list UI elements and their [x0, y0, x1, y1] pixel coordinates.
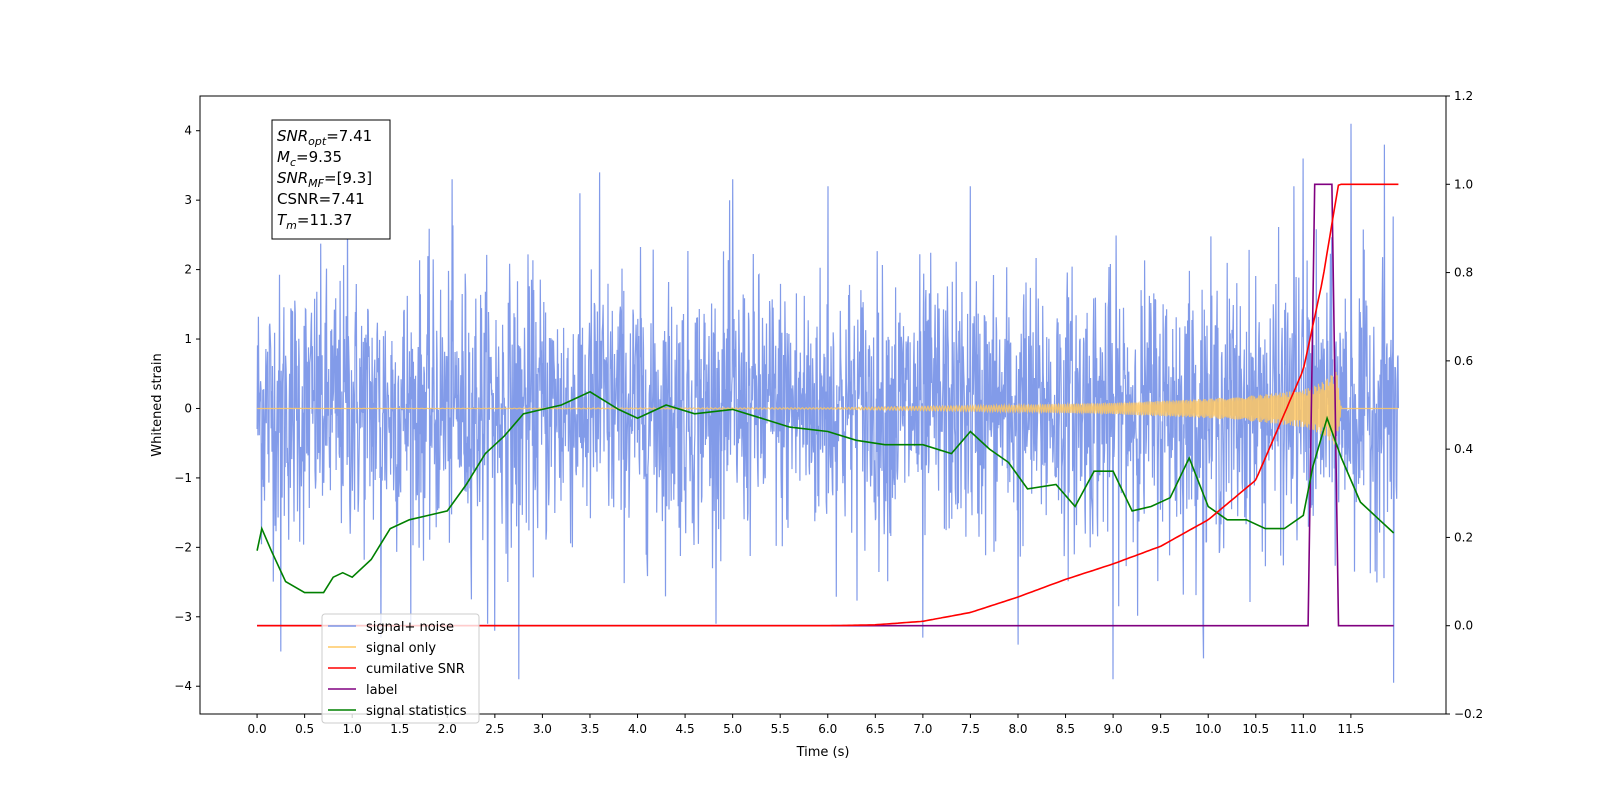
- x-tick-label: 11.5: [1338, 722, 1365, 736]
- annotation-line: Mc=9.35: [277, 148, 342, 169]
- x-tick-label: 11.0: [1290, 722, 1317, 736]
- x-tick-label: 4.5: [676, 722, 695, 736]
- y-tick-label-left: −2: [174, 540, 192, 554]
- annotation-line: SNRopt=7.41: [277, 127, 372, 148]
- x-tick-label: 1.0: [343, 722, 362, 736]
- legend-frame: [321, 613, 480, 724]
- y-tick-label-left: 3: [184, 193, 192, 207]
- annotation-line: Tm=11.37: [277, 211, 352, 232]
- legend-label: cumilative SNR: [366, 662, 465, 677]
- x-tick-label: 7.0: [913, 722, 932, 736]
- x-tick-label: 10.5: [1242, 722, 1269, 736]
- series-signal-only-line: [257, 371, 1399, 445]
- legend-label: label: [366, 683, 397, 698]
- legend: signal+ noise signal only cumilative SNR la…: [321, 613, 480, 724]
- legend-label: signal statistics: [366, 704, 467, 719]
- x-tick-label: 9.5: [1151, 722, 1170, 736]
- y-tick-label-right: 0.4: [1454, 442, 1473, 456]
- x-tick-label: 10.0: [1195, 722, 1222, 736]
- x-tick-label: 3.5: [580, 722, 599, 736]
- y-tick-label-left: −3: [174, 610, 192, 624]
- x-tick-label: 0.5: [295, 722, 314, 736]
- annotation-line: SNRMF=[9.3]: [277, 169, 372, 190]
- y-tick-label-left: 1: [184, 332, 192, 346]
- series-signal-statistics-line: [256, 390, 1395, 594]
- x-tick-label: 8.5: [1056, 722, 1075, 736]
- y-tick-label-right: 1.0: [1454, 177, 1473, 191]
- x-tick-label: 5.0: [723, 722, 742, 736]
- x-axis-label: Time (s): [796, 745, 850, 760]
- y-tick-label-left: −1: [174, 471, 192, 485]
- x-tick-label: 4.0: [628, 722, 647, 736]
- y-tick-label-left: 0: [184, 401, 192, 415]
- x-tick-label: 9.0: [1104, 722, 1123, 736]
- x-tick-label: 6.0: [818, 722, 837, 736]
- x-tick-label: 6.5: [866, 722, 885, 736]
- annotation-frame: [271, 119, 391, 240]
- plot-frame: [199, 95, 1447, 715]
- x-tick-label: 2.0: [438, 722, 457, 736]
- x-tick-label: 8.0: [1008, 722, 1027, 736]
- y-axis-label: Whitened strain: [150, 353, 165, 456]
- y-tick-label-left: −4: [174, 679, 192, 693]
- legend-label: signal+ noise: [366, 620, 454, 635]
- x-tick-label: 3.0: [533, 722, 552, 736]
- legend-label: signal only: [366, 641, 436, 656]
- y-tick-label-right: 0.8: [1454, 266, 1473, 280]
- y-tick-label-right: 0.2: [1454, 530, 1473, 544]
- x-tick-label: 1.5: [390, 722, 409, 736]
- series-label-line: [257, 183, 1394, 627]
- y-tick-label-right: 0.0: [1454, 619, 1473, 633]
- y-tick-label-right: 0.6: [1454, 354, 1473, 368]
- series-signal-noise-line: [256, 123, 1400, 683]
- x-tick-label: 2.5: [485, 722, 504, 736]
- y-tick-label-right: −0.2: [1454, 707, 1483, 721]
- x-tick-label: 5.5: [771, 722, 790, 736]
- x-tick-label: 0.0: [248, 722, 267, 736]
- y-tick-label-left: 2: [184, 263, 192, 277]
- x-tick-label: 7.5: [961, 722, 980, 736]
- annotation-line: CSNR=7.41: [277, 190, 365, 208]
- y-tick-label-left: 4: [184, 124, 192, 138]
- y-tick-label-right: 1.2: [1454, 89, 1473, 103]
